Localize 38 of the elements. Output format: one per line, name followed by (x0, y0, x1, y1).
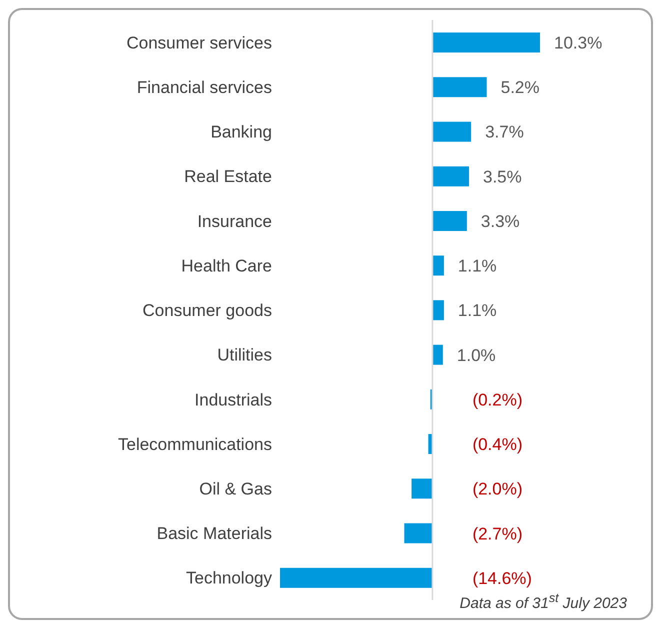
y-tick-label: Oil & Gas (199, 479, 272, 498)
y-tick-label: Banking (210, 122, 272, 142)
data-label: 10.3% (554, 33, 602, 52)
data-label: 3.7% (485, 122, 524, 142)
data-label: (2.7%) (472, 524, 523, 544)
y-tick-label: Telecommunications (118, 434, 272, 454)
y-tick-label: Consumer services (126, 33, 272, 52)
data-label: (2.0%) (472, 480, 523, 499)
bar (432, 77, 487, 98)
data-label: (0.2%) (472, 390, 523, 410)
bar (404, 523, 432, 544)
data-label: 1.1% (458, 301, 497, 320)
y-tick-label: Consumer goods (142, 301, 272, 320)
y-tick-label: Basic Materials (156, 524, 272, 544)
bar (412, 478, 432, 499)
annotation: Data as of 31$^{st}$ July 2023 (460, 591, 627, 612)
bar (432, 122, 472, 142)
data-label: 1.0% (456, 346, 496, 365)
bar (432, 210, 467, 231)
data-label: 3.3% (480, 212, 520, 231)
y-tick-label: Health Care (181, 256, 272, 276)
data-label: 3.5% (482, 167, 522, 186)
y-tick-label: Real Estate (184, 167, 272, 186)
bar (432, 344, 443, 365)
y-tick-label: Utilities (217, 346, 272, 365)
y-tick-label: Financial services (136, 78, 272, 97)
y-tick-label: Insurance (197, 212, 272, 231)
bar (432, 166, 469, 186)
data-label: 1.1% (458, 256, 497, 276)
data-label: 5.2% (500, 78, 540, 98)
bar (432, 256, 444, 276)
bar (432, 32, 540, 52)
bar (432, 300, 444, 320)
y-tick-label: Technology (186, 568, 272, 588)
bar (280, 568, 432, 588)
data-label: (0.4%) (472, 435, 523, 454)
data-label: (14.6%) (472, 568, 532, 588)
y-tick-label: Industrials (194, 390, 272, 410)
